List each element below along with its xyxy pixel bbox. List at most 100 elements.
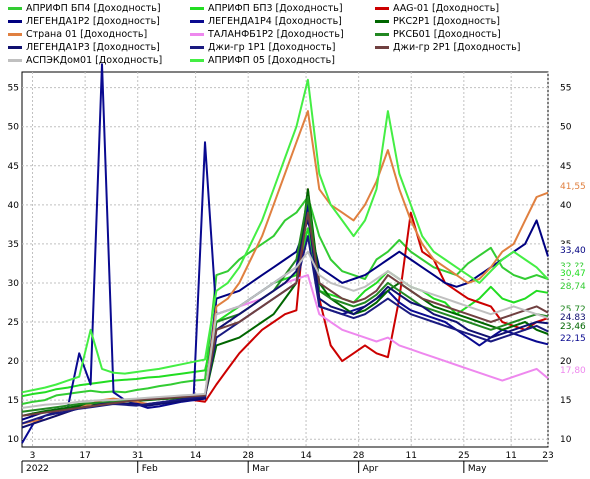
y-tick-label: 50	[8, 123, 20, 133]
legend-label: АПРИФП БП3 [Доходность]	[208, 3, 343, 14]
legend-label: Джи-гр 1Р1 [Доходность]	[208, 42, 336, 53]
last-value-label: 30,47	[560, 269, 586, 279]
last-value-label: 28,74	[560, 282, 586, 292]
legend-swatch	[375, 46, 389, 49]
legend-swatch	[190, 20, 204, 23]
y-tick-label-right: 45	[560, 162, 571, 172]
legend-swatch	[375, 33, 389, 36]
series-line	[21, 211, 549, 429]
series-line	[21, 211, 549, 417]
series-group	[21, 63, 549, 444]
x-tick-label: 11	[505, 451, 516, 461]
month-label: Mar	[252, 464, 269, 474]
legend-item: Джи-гр 2Р1 [Доходность]	[375, 41, 521, 54]
last-value-box	[558, 320, 588, 331]
legend-label: РКСБ01 [Доходность]	[393, 29, 501, 40]
legend-swatch	[190, 7, 204, 10]
x-tick-label: 28	[242, 451, 254, 461]
x-tick-label: 25	[458, 451, 469, 461]
y-tick-label-right: 20	[560, 357, 572, 367]
legend-item: ЛЕГЕНДА1Р4 [Доходность]	[190, 15, 342, 28]
legend-swatch	[8, 33, 22, 36]
legend-item: Страна 01 [Доходность]	[8, 28, 147, 41]
last-value-label: 17,80	[560, 366, 586, 376]
last-value-box	[558, 303, 588, 314]
legend-item: РКС2Р1 [Доходность]	[375, 15, 500, 28]
legend-label: АПРИФП БП4 [Доходность]	[26, 3, 161, 14]
month-label: 2022	[26, 464, 49, 474]
last-value-box	[558, 332, 588, 343]
series-line	[21, 250, 549, 409]
legend-item: AAG-01 [Доходность]	[375, 2, 499, 15]
last-value-label: 23,46	[560, 322, 586, 332]
y-axis-left: 10 15 20 25 30 35 40 45 50 55	[8, 84, 20, 446]
y-tick-label: 10	[8, 435, 20, 445]
legend-swatch	[190, 59, 204, 62]
y-tick-label: 15	[8, 396, 19, 406]
x-tick-label: 11	[406, 451, 417, 461]
legend-item: АПРИФП 05 [Доходность]	[190, 54, 335, 67]
series-12	[21, 250, 549, 409]
last-value-box	[558, 244, 588, 255]
last-value-label: 24,83	[560, 313, 586, 323]
y-tick-label-right: 15	[560, 396, 571, 406]
legend-swatch	[190, 33, 204, 36]
legend-swatch	[375, 20, 389, 23]
series-2	[193, 188, 549, 403]
month-label: May	[468, 464, 487, 474]
plot-frame	[21, 71, 549, 448]
last-value-label: 41,55	[560, 182, 586, 192]
series-line	[21, 196, 549, 413]
series-9	[21, 211, 549, 429]
legend-item: ТАЛАНФБ1Р2 [Доходность]	[190, 28, 344, 41]
legend-label: ТАЛАНФБ1Р2 [Доходность]	[208, 29, 344, 40]
x-tick-label: 23	[542, 451, 553, 461]
legend-label: ЛЕГЕНДА1Р3 [Доходность]	[26, 42, 160, 53]
last-value-box	[558, 280, 588, 291]
y-tick-label-right: 55	[560, 84, 571, 94]
y-tick-label: 45	[8, 162, 19, 172]
series-line	[21, 78, 549, 394]
legend-swatch	[375, 7, 389, 10]
y-tick-label-right: 40	[560, 201, 572, 211]
legend-swatch	[8, 7, 22, 10]
legend-label: РКС2Р1 [Доходность]	[393, 16, 500, 27]
y-tick-label: 25	[8, 318, 19, 328]
last-value-labels: 41,5533,4032,??30,4728,7425,7224,8323,46…	[558, 180, 588, 376]
legend-item: АПРИФП БП4 [Доходность]	[8, 2, 161, 15]
series-line	[21, 219, 549, 421]
legend-label: Джи-гр 2Р1 [Доходность]	[393, 42, 521, 53]
series-8	[21, 196, 549, 413]
legend-item: АСПЭКДом01 [Доходность]	[8, 54, 162, 67]
series-line	[21, 63, 549, 444]
last-value-box	[558, 180, 588, 191]
legend-swatch	[190, 46, 204, 49]
x-tick-label: 3	[30, 451, 36, 461]
x-tick-label: 14	[190, 451, 202, 461]
series-line	[21, 227, 549, 398]
x-tick-label: 17	[79, 451, 90, 461]
y-tick-label: 55	[8, 84, 19, 94]
series-4	[21, 63, 549, 444]
y-tick-label-right: 50	[560, 123, 572, 133]
y-tick-label-right: 10	[560, 435, 572, 445]
legend-item: РКСБ01 [Доходность]	[375, 28, 501, 41]
legend-swatch	[8, 59, 22, 62]
y-tick-label: 20	[8, 357, 20, 367]
last-value-label: 25,72	[560, 305, 586, 315]
y-tick-label: 30	[8, 279, 20, 289]
legend-label: ЛЕГЕНДА1Р4 [Доходность]	[208, 16, 342, 27]
last-value-box	[558, 311, 588, 322]
series-line	[193, 188, 549, 403]
last-value-label: 22,15	[560, 334, 586, 344]
x-tick-label: 28	[353, 451, 365, 461]
y-tick-label: 40	[8, 201, 20, 211]
legend-item: ЛЕГЕНДА1Р3 [Доходность]	[8, 41, 160, 54]
legend-label: AAG-01 [Доходность]	[393, 3, 500, 14]
last-value-label: 33,40	[560, 246, 586, 256]
legend-label: ЛЕГЕНДА1Р2 [Доходность]	[26, 16, 160, 27]
month-label: Feb	[142, 464, 158, 474]
month-label: Apr	[363, 464, 379, 474]
x-tick-label: 31	[132, 451, 143, 461]
